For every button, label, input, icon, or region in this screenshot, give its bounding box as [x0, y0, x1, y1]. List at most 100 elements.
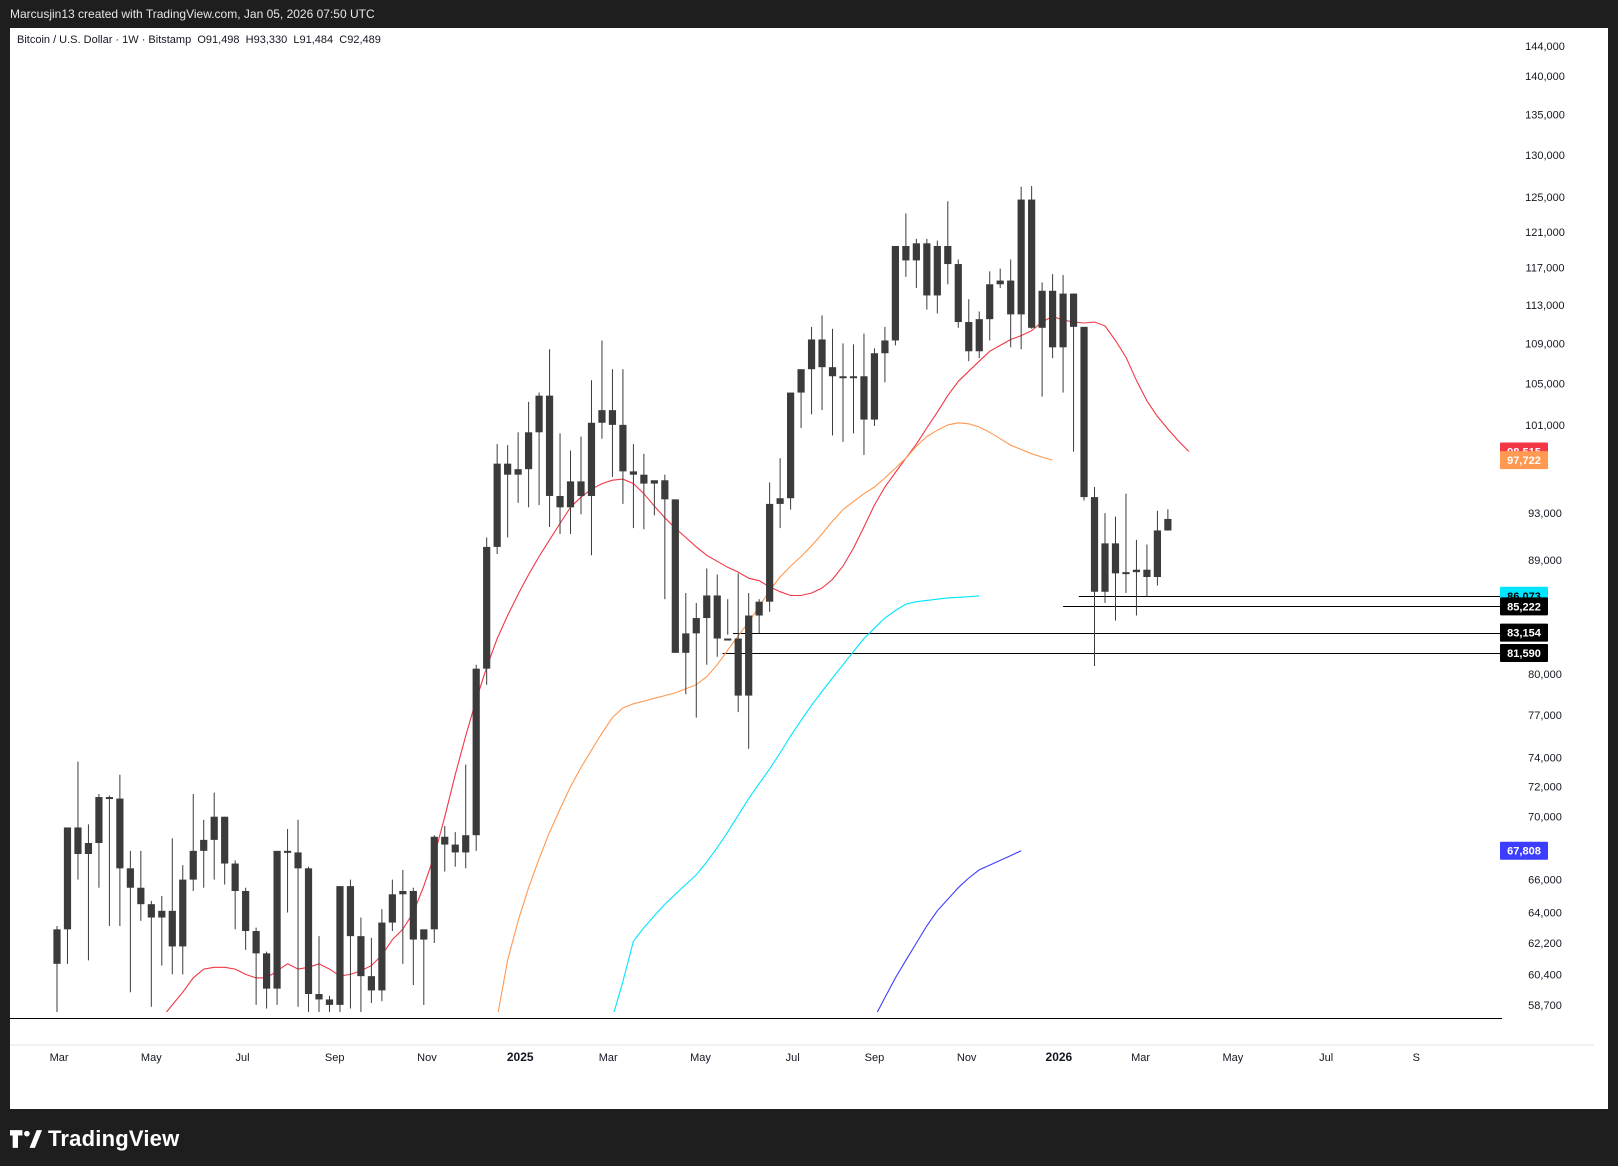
candle-body	[703, 595, 711, 619]
candle-66	[745, 592, 753, 749]
candle-body	[587, 422, 596, 496]
ma-price-tag-1-text: 97,722	[1507, 455, 1541, 467]
candle-46	[535, 392, 543, 506]
x-tick-label-3: Sep	[325, 1052, 345, 1064]
candle-body	[1080, 326, 1088, 498]
candle-60	[682, 592, 690, 695]
level-price-tag-3-text: 81,590	[1507, 648, 1541, 660]
candle-body	[399, 891, 407, 895]
candle-body	[797, 369, 805, 393]
candle-28	[346, 879, 355, 1009]
attribution-bar: Marcusjin13 created with TradingView.com…	[0, 0, 1618, 28]
candle-body	[179, 879, 187, 947]
candle-102	[1122, 493, 1130, 593]
candle-body	[158, 910, 166, 918]
candle-body	[912, 243, 920, 261]
candle-body	[849, 376, 858, 379]
y-tick-label-12: 101,000	[1525, 420, 1565, 432]
candle-body	[514, 469, 522, 475]
candle-92	[1017, 186, 1025, 350]
y-tick-label-15: 113,000	[1526, 300, 1565, 312]
candle-43	[504, 445, 512, 538]
y-tick-label-4: 66,000	[1528, 875, 1562, 887]
symbol-legend[interactable]: Bitcoin / U.S. Dollar · 1W · Bitstamp O9…	[17, 34, 381, 46]
candle-body	[63, 827, 72, 930]
price-chart[interactable]: 58,700 60,400 62,200 64,000 66,000 70,000 72,0…	[10, 28, 1608, 1109]
candle-body	[126, 868, 134, 888]
candle-body	[556, 495, 564, 508]
candle-47	[545, 349, 554, 527]
candle-100	[1101, 513, 1109, 603]
candle-body	[807, 339, 816, 370]
candle-84	[933, 240, 941, 314]
y-tick-label-17: 121,000	[1525, 227, 1565, 239]
candle-97	[1069, 293, 1078, 452]
candle-18	[242, 887, 250, 950]
x-tick-label-7: May	[690, 1052, 711, 1064]
candle-21	[273, 850, 281, 1005]
ma-price-tag-2: 67,808	[1500, 841, 1548, 860]
candle-body	[619, 424, 627, 472]
candle-75	[839, 343, 847, 442]
x-tick-label-0: Mar	[50, 1052, 69, 1064]
candle-14	[200, 819, 208, 888]
candle-body	[74, 827, 82, 855]
legend-open: O91,498	[197, 34, 240, 46]
candle-body	[346, 886, 355, 937]
level-price-tag-1: 85,222	[1500, 597, 1548, 616]
candle-body	[221, 816, 229, 864]
candle-body	[147, 904, 155, 918]
candle-body	[965, 322, 973, 352]
candle-31	[378, 909, 386, 1002]
candle-body	[95, 797, 103, 843]
ma-price-tag-1-bg	[1500, 451, 1548, 470]
candle-87	[965, 299, 973, 362]
candle-body	[1122, 572, 1130, 575]
candle-body	[304, 868, 313, 995]
y-tick-label-14: 109,000	[1525, 338, 1565, 350]
y-tick-label-1: 60,400	[1528, 969, 1562, 981]
candle-body	[357, 936, 365, 977]
candle-body	[315, 994, 323, 1000]
candle-35	[420, 929, 428, 1005]
candle-53	[608, 369, 617, 477]
candle-body	[891, 245, 899, 341]
candle-body	[1101, 543, 1109, 592]
candle-104	[1143, 544, 1151, 597]
candle-13	[189, 794, 197, 892]
footer-branding[interactable]: TradingView	[10, 1124, 179, 1154]
legend-symbol: Bitcoin / U.S. Dollar · 1W · Bitstamp	[17, 34, 192, 46]
candle-77	[860, 333, 868, 455]
candle-body	[682, 633, 690, 653]
candle-body	[818, 339, 826, 368]
candle-70	[787, 392, 795, 510]
candle-32	[388, 879, 396, 932]
candle-71	[797, 369, 805, 429]
candle-40	[472, 664, 480, 851]
y-tick-label-21: 140,000	[1525, 71, 1565, 83]
candle-16	[221, 816, 229, 885]
candle-body	[1153, 530, 1161, 578]
y-tick-label-20: 135,000	[1525, 110, 1565, 122]
candle-body	[451, 844, 459, 853]
candle-17	[231, 860, 239, 930]
candle-0	[53, 925, 61, 1012]
candle-body	[1164, 518, 1172, 531]
candle-65	[734, 573, 742, 713]
x-tick-label-4: Nov	[417, 1052, 437, 1064]
candle-7	[126, 850, 134, 993]
candle-body	[420, 929, 428, 940]
chart-frame[interactable]: 58,700 60,400 62,200 64,000 66,000 70,000 72,0…	[10, 28, 1608, 1109]
candle-36	[430, 835, 438, 943]
candle-29	[357, 917, 365, 1012]
x-tick-label-9: Sep	[865, 1052, 885, 1064]
candle-body	[724, 638, 732, 641]
candle-body	[860, 376, 868, 420]
y-tick-label-22: 144,000	[1525, 41, 1565, 53]
candle-3	[84, 824, 93, 961]
candle-body	[430, 836, 438, 930]
x-tick-label-2: Jul	[235, 1052, 249, 1064]
candle-body	[902, 245, 910, 261]
candle-90	[996, 268, 1004, 288]
candle-body	[378, 922, 386, 991]
